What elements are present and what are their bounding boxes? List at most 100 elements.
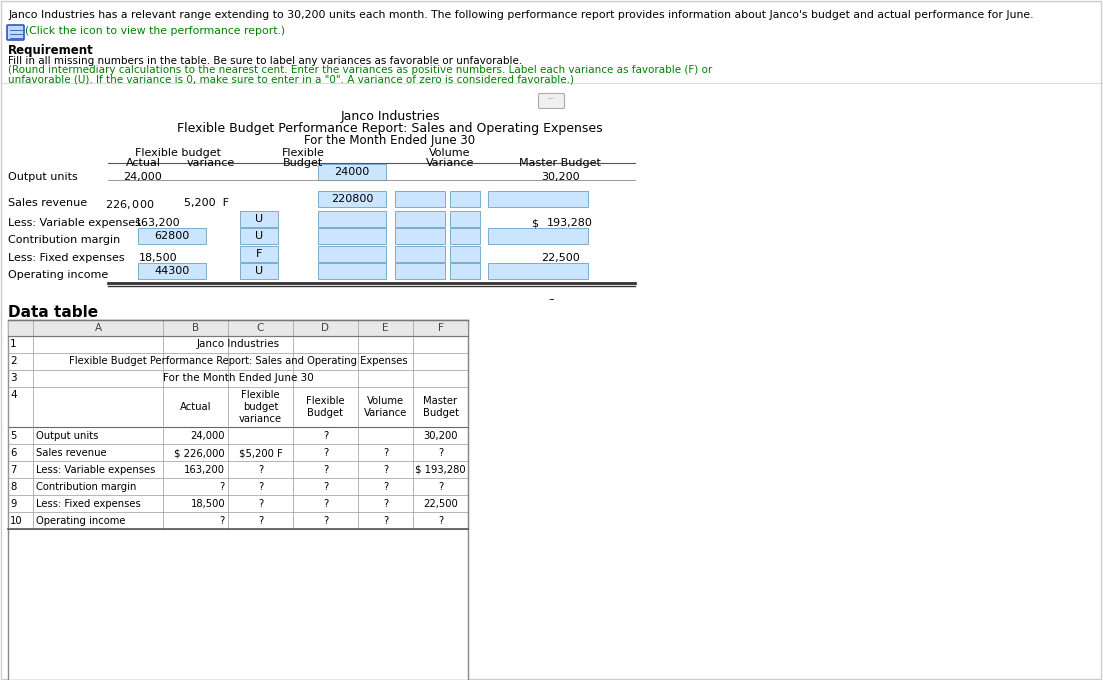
Text: $ 226,000 $: $ 226,000 $ [105, 198, 154, 211]
Text: 5: 5 [10, 431, 17, 441]
Text: ?: ? [258, 499, 264, 509]
Text: ?: ? [323, 465, 328, 475]
Text: 62800: 62800 [154, 231, 190, 241]
Text: Budget: Budget [282, 158, 323, 168]
FancyBboxPatch shape [7, 25, 24, 40]
Text: For the Month Ended June 30: For the Month Ended June 30 [304, 134, 475, 147]
Text: ?: ? [258, 482, 264, 492]
Bar [450, 246, 480, 262]
Bar [318, 211, 386, 227]
Text: Janco Industries: Janco Industries [340, 110, 440, 123]
Text: Volume
Variance: Volume Variance [364, 396, 407, 418]
Text: For the Month Ended June 30: For the Month Ended June 30 [162, 373, 313, 383]
Text: A: A [95, 323, 101, 333]
Text: ?: ? [258, 465, 264, 475]
Text: 44300: 44300 [154, 266, 190, 276]
Text: Less: Variable expenses: Less: Variable expenses [36, 465, 156, 475]
Text: U: U [255, 266, 263, 276]
Text: Contribution margin: Contribution margin [8, 235, 120, 245]
Text: U: U [255, 231, 263, 241]
FancyBboxPatch shape [538, 94, 565, 109]
Text: Flexible
budget
variance: Flexible budget variance [239, 390, 282, 424]
Text: Flexible: Flexible [281, 148, 324, 158]
Text: 7: 7 [10, 465, 17, 475]
Text: 30,200: 30,200 [424, 431, 458, 441]
Bar [240, 211, 278, 227]
Text: 6: 6 [10, 448, 17, 458]
Text: C: C [257, 323, 265, 333]
Text: Flexible
Budget: Flexible Budget [307, 396, 345, 418]
Text: $ 226,000: $ 226,000 [174, 448, 225, 458]
Text: Less: Fixed expenses: Less: Fixed expenses [36, 499, 141, 509]
Bar [318, 164, 386, 180]
Text: –: – [548, 294, 554, 304]
Text: 1: 1 [10, 339, 17, 349]
Text: Output units: Output units [8, 172, 77, 182]
Text: Actual: Actual [180, 402, 212, 412]
Text: Operating income: Operating income [36, 516, 126, 526]
Text: Janco Industries has a relevant range extending to 30,200 units each month. The : Janco Industries has a relevant range ex… [8, 10, 1034, 20]
Bar [138, 263, 206, 279]
Text: 9: 9 [10, 499, 17, 509]
Text: ?: ? [219, 516, 225, 526]
Text: B: B [192, 323, 199, 333]
Bar [395, 246, 445, 262]
Text: Fill in all missing numbers in the table. Be sure to label any variances as favo: Fill in all missing numbers in the table… [8, 56, 522, 66]
Text: ?: ? [323, 431, 328, 441]
Text: Flexible budget: Flexible budget [135, 148, 221, 158]
Text: Master Budget: Master Budget [520, 158, 601, 168]
Text: 30,200: 30,200 [540, 172, 579, 182]
Text: ?: ? [383, 499, 388, 509]
Text: Less: Fixed expenses: Less: Fixed expenses [8, 253, 125, 263]
Text: 24,000: 24,000 [124, 172, 162, 182]
Text: ?: ? [438, 448, 443, 458]
Bar [488, 228, 588, 244]
Text: 4: 4 [10, 390, 17, 400]
Text: $: $ [532, 218, 538, 228]
Text: Less: Variable expenses: Less: Variable expenses [8, 218, 141, 228]
Text: 3: 3 [10, 373, 17, 383]
Text: 193,280: 193,280 [547, 218, 593, 228]
Text: 163,200: 163,200 [136, 218, 181, 228]
Text: 24000: 24000 [334, 167, 370, 177]
Text: Sales revenue: Sales revenue [8, 198, 87, 208]
Text: 5,200  F: 5,200 F [183, 198, 228, 208]
Bar [318, 228, 386, 244]
Bar [318, 246, 386, 262]
Text: 163,200: 163,200 [184, 465, 225, 475]
Text: ?: ? [383, 448, 388, 458]
Bar [8, 320, 468, 336]
Text: Volume: Volume [429, 148, 471, 158]
Bar [138, 228, 206, 244]
Text: 18,500: 18,500 [191, 499, 225, 509]
Text: Flexible Budget Performance Report: Sales and Operating Expenses: Flexible Budget Performance Report: Sale… [178, 122, 603, 135]
Text: $ 193,280: $ 193,280 [415, 465, 465, 475]
Text: U: U [255, 214, 263, 224]
Bar [395, 263, 445, 279]
Bar [395, 191, 445, 207]
Text: ?: ? [438, 516, 443, 526]
Text: 2: 2 [10, 356, 17, 366]
Bar [450, 211, 480, 227]
Text: ?: ? [323, 499, 328, 509]
Bar [450, 191, 480, 207]
Text: 24,000: 24,000 [191, 431, 225, 441]
Text: ?: ? [323, 448, 328, 458]
Text: Variance: Variance [426, 158, 474, 168]
Bar [318, 191, 386, 207]
Text: (Click the icon to view the performance report.): (Click the icon to view the performance … [25, 26, 285, 36]
Text: 8: 8 [10, 482, 17, 492]
Text: ?: ? [383, 516, 388, 526]
Bar [450, 263, 480, 279]
Text: F: F [438, 323, 443, 333]
Bar [8, 320, 468, 680]
Text: 10: 10 [10, 516, 23, 526]
Text: 22,500: 22,500 [424, 499, 458, 509]
Text: 220800: 220800 [331, 194, 373, 204]
Text: Contribution margin: Contribution margin [36, 482, 137, 492]
Text: Output units: Output units [36, 431, 98, 441]
Text: (Round intermediary calculations to the nearest cent. Enter the variances as pos: (Round intermediary calculations to the … [8, 65, 713, 75]
Bar [395, 228, 445, 244]
Text: Data table: Data table [8, 305, 98, 320]
Text: D: D [321, 323, 330, 333]
